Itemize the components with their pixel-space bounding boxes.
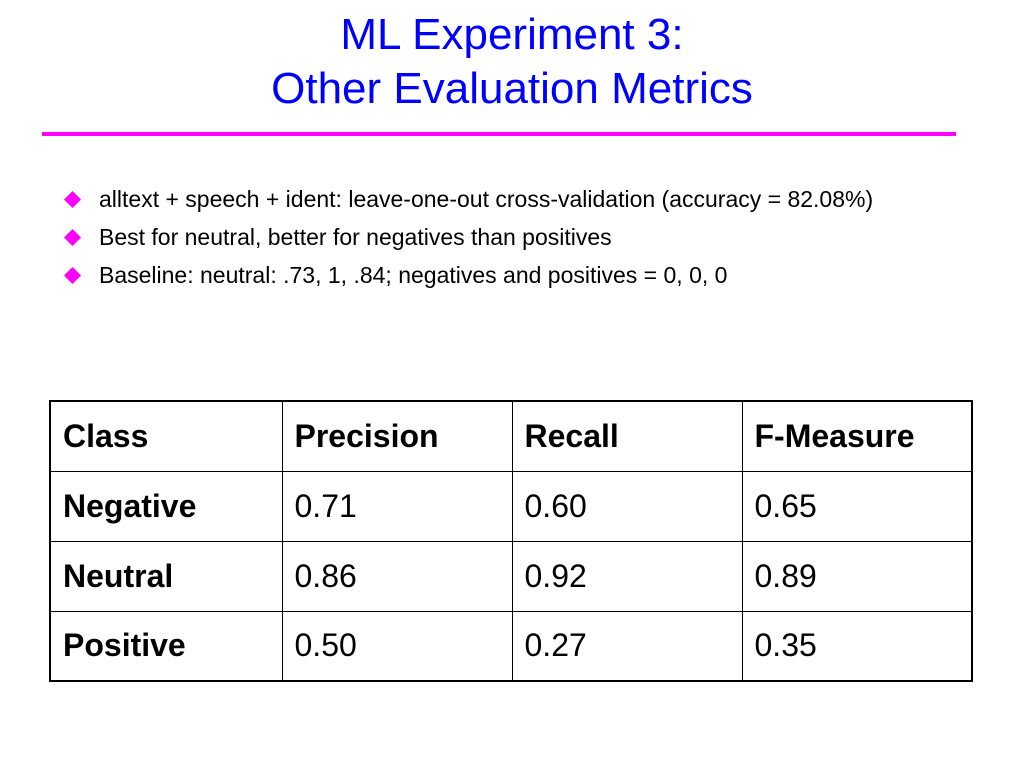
recall-cell: 0.27 [511, 610, 743, 682]
title-line-2: Other Evaluation Metrics [271, 64, 753, 113]
f-measure-cell: 0.65 [741, 470, 973, 542]
header-class: Class [49, 400, 283, 472]
class-cell: Neutral [49, 540, 283, 612]
bullet-item: Baseline: neutral: .73, 1, .84; negative… [64, 260, 964, 290]
class-cell: Negative [49, 470, 283, 542]
slide-title: ML Experiment 3: Other Evaluation Metric… [0, 8, 1024, 116]
bullet-item: alltext + speech + ident: leave-one-out … [64, 184, 964, 214]
bullet-text: Baseline: neutral: .73, 1, .84; negative… [99, 262, 728, 288]
diamond-icon [64, 229, 81, 246]
class-cell: Positive [49, 610, 283, 682]
bullet-text: alltext + speech + ident: leave-one-out … [99, 186, 874, 212]
precision-cell: 0.71 [281, 470, 513, 542]
f-measure-cell: 0.89 [741, 540, 973, 612]
bullet-item: Best for neutral, better for negatives t… [64, 222, 964, 252]
table-row: Neutral 0.86 0.92 0.89 [49, 540, 973, 612]
metrics-table: Class Precision Recall F-Measure Negativ… [49, 400, 973, 682]
precision-cell: 0.86 [281, 540, 513, 612]
title-line-1: ML Experiment 3: [340, 10, 684, 59]
table-header-row: Class Precision Recall F-Measure [49, 400, 973, 472]
header-precision: Precision [281, 400, 513, 472]
diamond-icon [64, 191, 81, 208]
bullet-list: alltext + speech + ident: leave-one-out … [64, 184, 964, 298]
table-row: Positive 0.50 0.27 0.35 [49, 610, 973, 682]
precision-cell: 0.50 [281, 610, 513, 682]
bullet-text: Best for neutral, better for negatives t… [99, 224, 612, 250]
recall-cell: 0.60 [511, 470, 743, 542]
table-row: Negative 0.71 0.60 0.65 [49, 470, 973, 542]
f-measure-cell: 0.35 [741, 610, 973, 682]
header-recall: Recall [511, 400, 743, 472]
diamond-icon [64, 267, 81, 284]
header-f-measure: F-Measure [741, 400, 973, 472]
recall-cell: 0.92 [511, 540, 743, 612]
title-divider [42, 132, 956, 136]
